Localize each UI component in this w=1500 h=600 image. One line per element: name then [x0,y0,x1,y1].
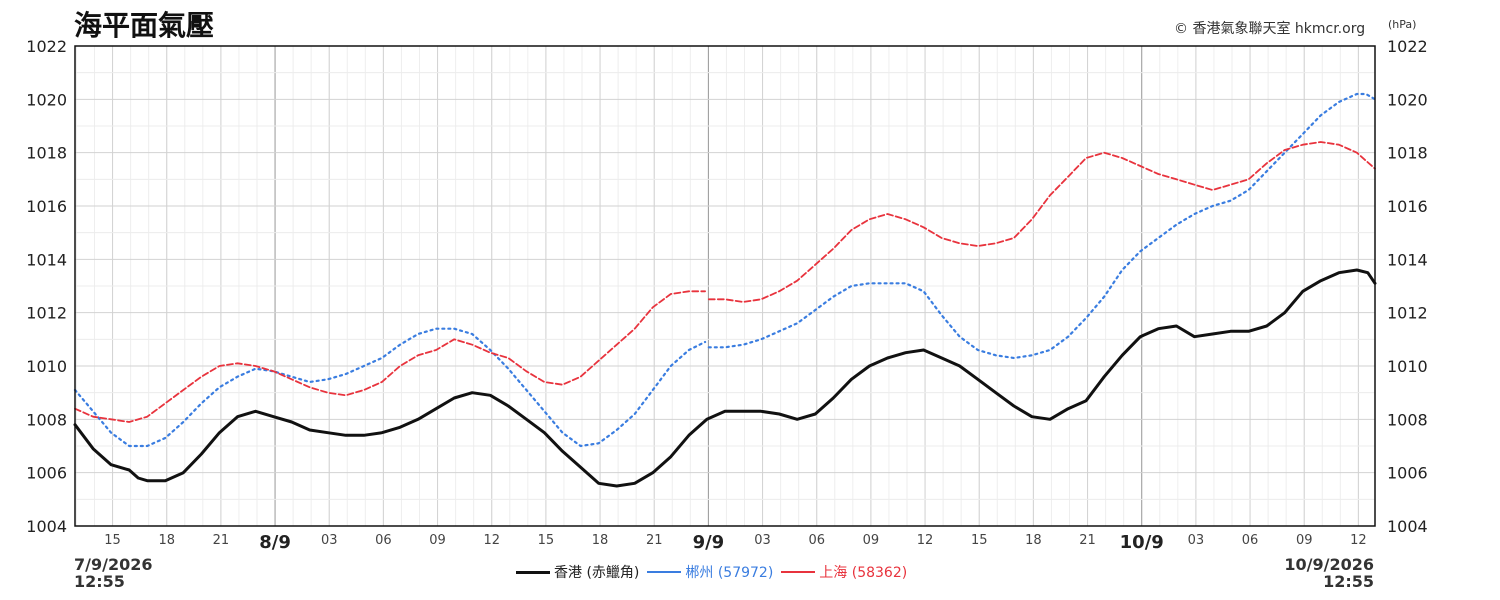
start-timestamp: 7/9/2026 12:55 [74,556,152,590]
x-day-label: 8/9 [259,532,291,553]
series-line-0 [73,268,1377,488]
start-time: 12:55 [74,572,125,591]
start-date: 7/9/2026 [74,555,153,574]
series-line-2 [74,141,1376,423]
legend-label-shanghai: 上海 (58362) [819,565,908,581]
y-tick-label-right: 1006 [1387,464,1428,483]
y-tick-label-right: 1016 [1387,197,1428,216]
y-tick-label-right: 1018 [1387,144,1428,163]
x-day-label: 10/9 [1120,532,1164,553]
y-tick-label-left: 1020 [26,90,67,109]
y-tick-label-right: 1010 [1387,357,1428,376]
x-tick-label: 21 [213,533,230,548]
x-tick-label: 18 [592,533,609,548]
legend-item-hk: 香港 (赤鱲角) [516,562,639,582]
x-tick-label: 03 [321,533,338,548]
legend: 香港 (赤鱲角) 郴州 (57972) 上海 (58362) [516,562,915,582]
x-axis: 15 18 21 03 06 09 12 15 18 21 03 06 09 12 15 18 21 03 06 09… [104,532,1366,553]
legend-label-hk: 香港 (赤鱲角) [554,565,640,581]
grid-lines [75,45,1375,527]
x-tick-label: 03 [1188,533,1205,548]
x-tick-label: 06 [375,533,392,548]
legend-swatch-chenzhou [647,571,682,573]
y-tick-label-right: 1012 [1387,304,1428,323]
y-tick-label-right: 1014 [1387,250,1428,269]
y-tick-label-right: 1022 [1387,37,1428,56]
end-time: 12:55 [1323,572,1374,591]
x-tick-label: 09 [1296,533,1313,548]
x-tick-label: 06 [808,533,825,548]
y-tick-label-left: 1014 [26,250,67,269]
plot-frame [74,45,1376,527]
y-tick-label-left: 1006 [26,464,67,483]
series-line-1 [73,92,1377,448]
series-lines [73,92,1377,488]
y-tick-label-left: 1016 [26,197,67,216]
x-tick-label: 09 [863,533,880,548]
credit-text: © 香港氣象聯天室 hkmcr.org [1174,21,1366,37]
x-tick-label: 03 [754,533,771,548]
x-tick-label: 12 [483,533,500,548]
y-tick-label-left: 1010 [26,357,67,376]
x-tick-label: 18 [1025,533,1042,548]
x-tick-label: 12 [917,533,934,548]
x-day-label: 9/9 [693,532,725,553]
y-tick-label-right: 1004 [1387,517,1428,536]
x-tick-label: 09 [429,533,446,548]
legend-swatch-hk [516,570,550,574]
x-tick-label: 18 [158,533,175,548]
y-tick-label-left: 1008 [26,410,67,429]
legend-label-chenzhou: 郴州 (57972) [685,565,774,581]
x-tick-label: 15 [538,533,555,548]
y-tick-label-left: 1004 [26,517,67,536]
legend-item-chenzhou: 郴州 (57972) [647,562,773,582]
legend-item-shanghai: 上海 (58362) [781,562,907,582]
x-tick-label: 12 [1350,533,1367,548]
x-tick-label: 06 [1242,533,1259,548]
end-timestamp: 10/9/2026 12:55 [1276,556,1374,590]
y-axis-left: 1004 1006 1008 1010 1012 1014 1016 1018 1020 1022 [26,37,67,536]
x-tick-label: 21 [1079,533,1096,548]
y-tick-label-left: 1022 [26,37,67,56]
y-tick-label-right: 1008 [1387,410,1428,429]
y-tick-label-right: 1020 [1387,90,1428,109]
y-tick-label-left: 1012 [26,304,67,323]
chart-title: 海平面氣壓 [74,9,215,42]
x-tick-label: 15 [971,533,988,548]
unit-label: (hPa) [1388,18,1417,31]
end-date: 10/9/2026 [1284,555,1374,574]
y-tick-label-left: 1018 [26,144,67,163]
x-tick-label: 15 [104,533,121,548]
legend-swatch-shanghai [781,571,816,573]
x-tick-label: 21 [646,533,663,548]
y-axis-right: 1004 1006 1008 1010 1012 1014 1016 1018 1020 1022 [1387,37,1428,536]
